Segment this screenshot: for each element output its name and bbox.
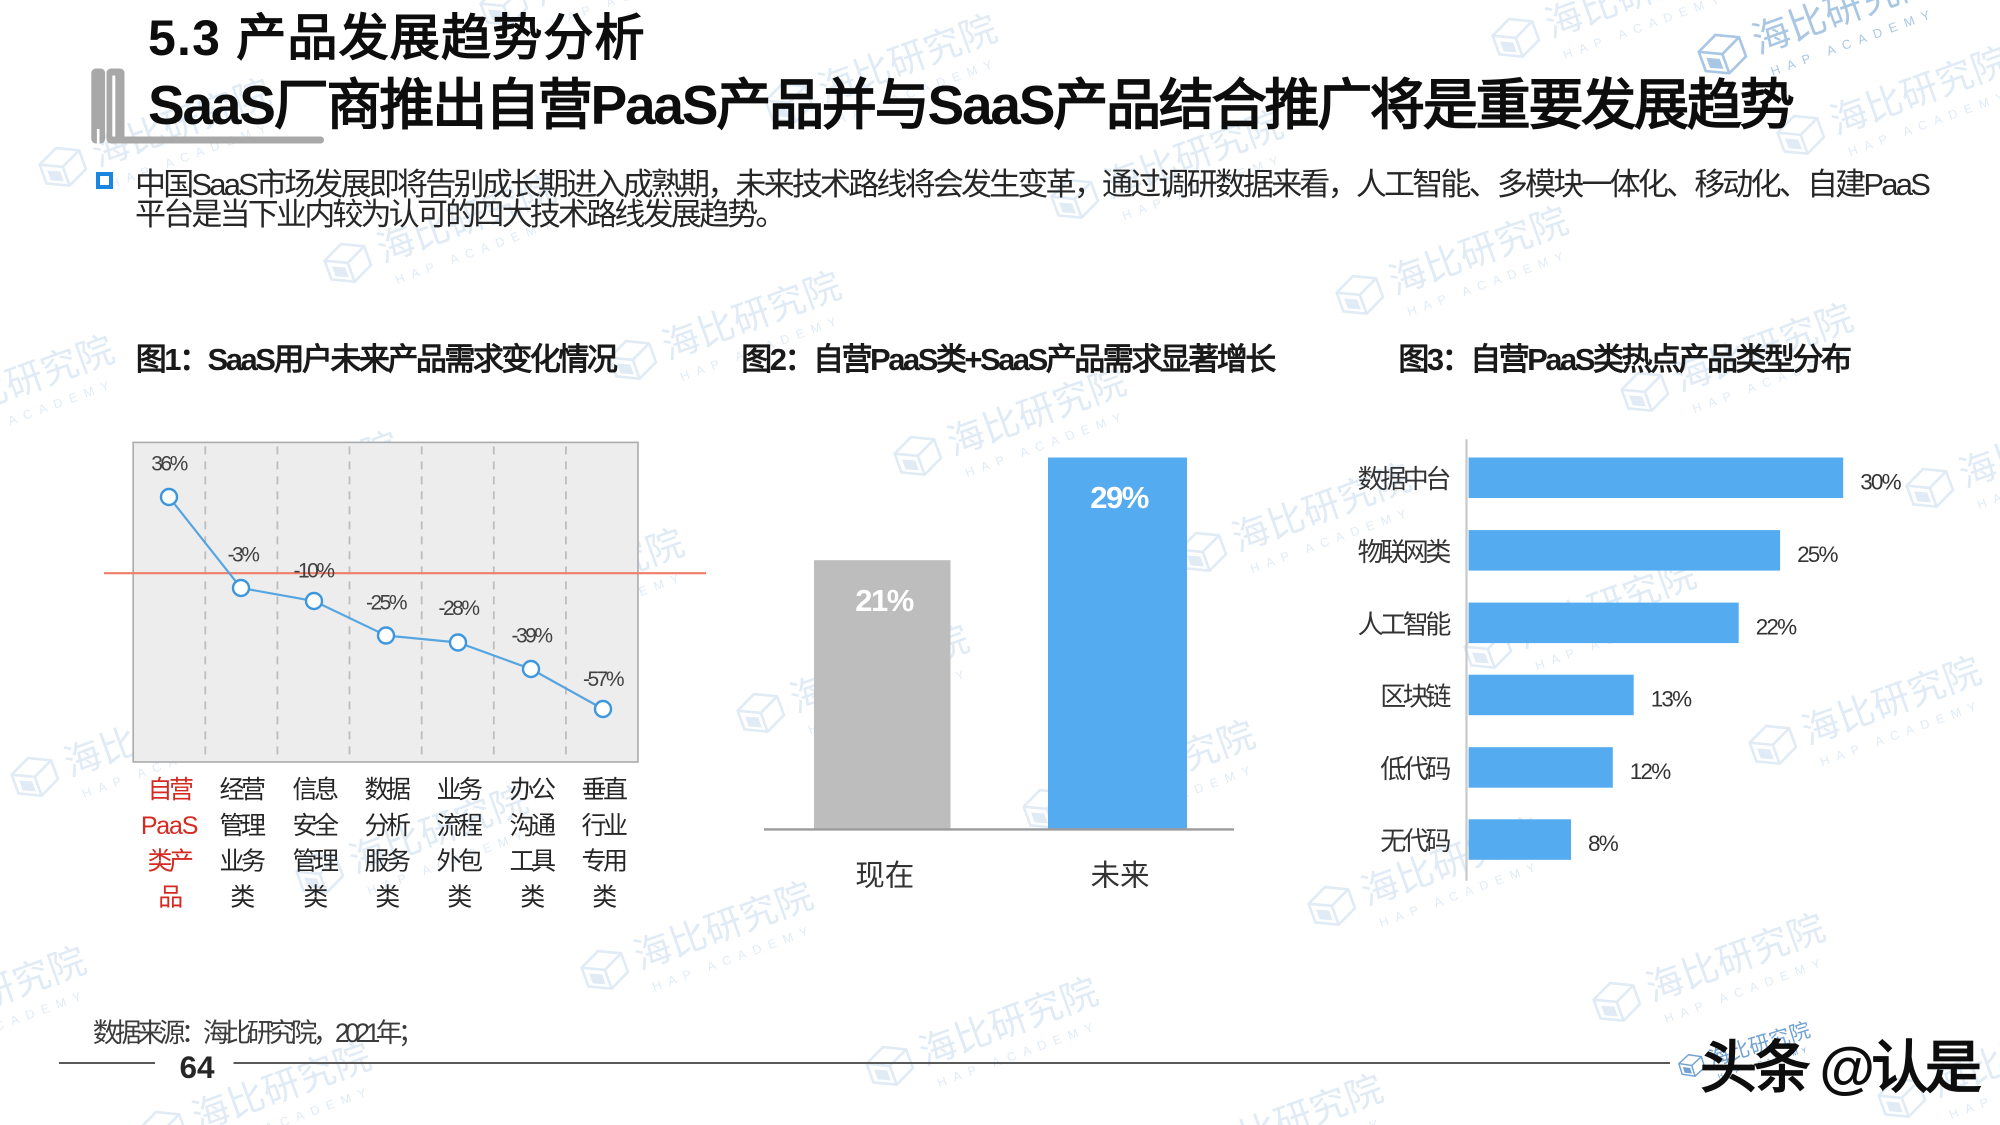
- svg-text:信息: 信息: [292, 776, 338, 804]
- svg-text:管理: 管理: [219, 812, 266, 840]
- svg-text:专用: 专用: [581, 848, 626, 876]
- svg-text:25%: 25%: [1797, 542, 1838, 567]
- svg-text:办公: 办公: [509, 776, 556, 804]
- svg-text:29%: 29%: [1090, 480, 1148, 515]
- svg-text:服务: 服务: [364, 848, 411, 876]
- svg-text:12%: 12%: [1630, 759, 1671, 784]
- svg-text:沟通: 沟通: [509, 812, 556, 840]
- svg-text:类产: 类产: [147, 848, 193, 876]
- svg-text:类: 类: [447, 883, 472, 911]
- svg-text:业务: 业务: [219, 848, 266, 876]
- svg-text:PaaS: PaaS: [141, 812, 198, 840]
- svg-text:现在: 现在: [855, 859, 914, 892]
- svg-text:-25%: -25%: [366, 592, 407, 615]
- svg-text:-10%: -10%: [293, 559, 334, 582]
- svg-text:-57%: -57%: [583, 668, 624, 691]
- svg-text:安全: 安全: [292, 812, 339, 840]
- svg-text:30%: 30%: [1860, 469, 1901, 494]
- svg-text:人工智能: 人工智能: [1358, 609, 1452, 639]
- svg-text:行业: 行业: [581, 812, 627, 840]
- svg-text:13%: 13%: [1651, 687, 1692, 712]
- svg-text:流程: 流程: [436, 812, 483, 840]
- svg-text:类: 类: [303, 883, 328, 911]
- svg-text:-39%: -39%: [511, 625, 552, 648]
- svg-text:外包: 外包: [436, 848, 483, 876]
- svg-text:区块链: 区块链: [1380, 681, 1451, 711]
- svg-text:数据中台: 数据中台: [1358, 464, 1451, 494]
- svg-text:工具: 工具: [509, 848, 556, 876]
- svg-text:类: 类: [520, 883, 545, 911]
- svg-text:管理: 管理: [292, 848, 339, 876]
- svg-text:品: 品: [158, 883, 182, 911]
- svg-text:数据: 数据: [364, 776, 410, 804]
- svg-text:36%: 36%: [151, 453, 187, 476]
- svg-text:未来: 未来: [1090, 859, 1149, 892]
- svg-text:业务: 业务: [436, 776, 483, 804]
- svg-text:8%: 8%: [1588, 831, 1619, 856]
- svg-text:物联网类: 物联网类: [1358, 537, 1452, 567]
- svg-text:类: 类: [375, 883, 400, 911]
- svg-text:低代码: 低代码: [1380, 754, 1450, 784]
- svg-text:-3%: -3%: [228, 543, 260, 566]
- svg-text:垂直: 垂直: [581, 776, 627, 804]
- svg-text:无代码: 无代码: [1380, 826, 1450, 856]
- svg-text:21%: 21%: [855, 583, 913, 618]
- svg-text:经营: 经营: [219, 776, 265, 804]
- svg-text:自营: 自营: [147, 776, 193, 804]
- svg-text:22%: 22%: [1756, 614, 1797, 639]
- svg-text:分析: 分析: [364, 812, 410, 840]
- svg-text:类: 类: [230, 883, 255, 911]
- svg-text:类: 类: [592, 883, 617, 911]
- svg-text:-28%: -28%: [438, 597, 479, 620]
